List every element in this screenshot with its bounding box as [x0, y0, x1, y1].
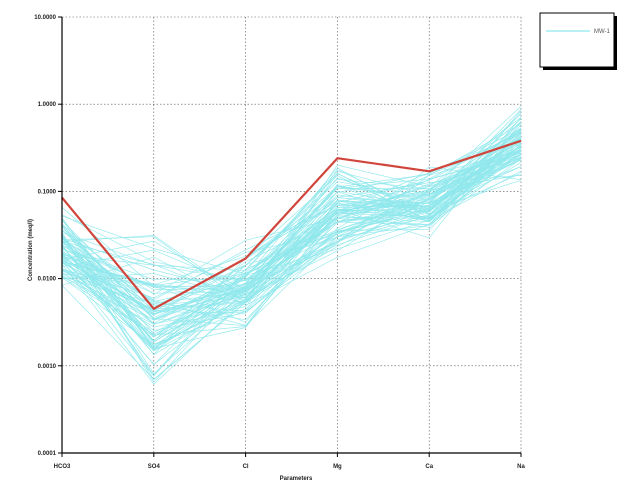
sample-series-line — [61, 129, 522, 325]
sample-series-line — [61, 156, 522, 315]
y-tick-label: 1.0000 — [38, 102, 57, 108]
sample-series-line — [61, 106, 522, 303]
sample-series-line — [61, 142, 522, 286]
sample-series-line — [61, 130, 522, 350]
axes — [61, 17, 521, 454]
sample-series-line — [61, 144, 522, 299]
highlight-series-line — [61, 139, 522, 310]
y-tick-label: 0.0001 — [38, 451, 57, 457]
sample-series-line — [61, 140, 522, 338]
sample-series-line — [61, 134, 522, 346]
legend: MW-1 — [539, 12, 617, 70]
sample-series-line — [61, 141, 522, 310]
legend-box — [539, 12, 615, 68]
sample-series-line — [61, 166, 522, 312]
sample-series-line — [61, 150, 522, 290]
y-tick-label: 0.0100 — [38, 277, 57, 283]
sample-series-line — [61, 117, 522, 381]
sample-series-lines — [61, 106, 522, 385]
y-tick-label: 0.1000 — [38, 189, 57, 195]
sample-series-line — [61, 137, 522, 315]
sample-series-line — [61, 154, 522, 302]
grid-lines — [62, 16, 522, 453]
sample-series-line — [61, 154, 522, 342]
sample-series-line — [61, 131, 522, 312]
x-tick-label: HCO3 — [54, 464, 71, 470]
x-tick-label: Na — [517, 464, 525, 470]
x-tick-label: SO4 — [148, 464, 161, 470]
sample-series-line — [61, 121, 522, 282]
x-tick-label: Cl — [243, 464, 249, 470]
y-tick-label: 0.0010 — [38, 364, 57, 370]
highlight-series — [61, 139, 522, 310]
sample-series-line — [61, 113, 522, 349]
x-axis-title: Parameters — [280, 476, 313, 482]
x-tick-label: Mg — [333, 464, 342, 470]
sample-series-line — [61, 149, 522, 348]
sample-series-line — [61, 121, 522, 321]
y-axis-title: Concentration (meq/l) — [28, 219, 34, 281]
sample-series-line — [61, 139, 522, 306]
sample-series-line — [61, 117, 522, 316]
y-tick-label: 10.0000 — [34, 15, 56, 21]
x-tick-label: Ca — [425, 464, 433, 470]
sample-series-line — [61, 143, 522, 275]
sample-series-line — [61, 138, 522, 314]
sample-series-line — [61, 127, 522, 324]
legend-label: MW-1 — [594, 29, 611, 35]
y-tick-labels: 0.0001 0.0010 0.0100 0.1000 1.0000 10.0000 — [34, 15, 62, 457]
x-tick-labels: HCO3 SO4 Cl Mg Ca Na — [54, 453, 525, 470]
sample-series-line — [61, 131, 522, 380]
sample-series-line — [61, 124, 522, 333]
